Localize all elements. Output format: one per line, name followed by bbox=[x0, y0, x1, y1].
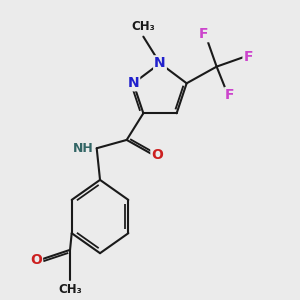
Text: F: F bbox=[244, 50, 253, 64]
Text: N: N bbox=[128, 76, 139, 90]
Text: CH₃: CH₃ bbox=[131, 20, 155, 33]
Text: NH: NH bbox=[73, 142, 94, 155]
Text: N: N bbox=[154, 56, 166, 70]
Text: F: F bbox=[225, 88, 235, 102]
Text: F: F bbox=[199, 27, 208, 41]
Text: O: O bbox=[30, 253, 42, 267]
Text: CH₃: CH₃ bbox=[58, 283, 82, 296]
Text: O: O bbox=[152, 148, 163, 162]
